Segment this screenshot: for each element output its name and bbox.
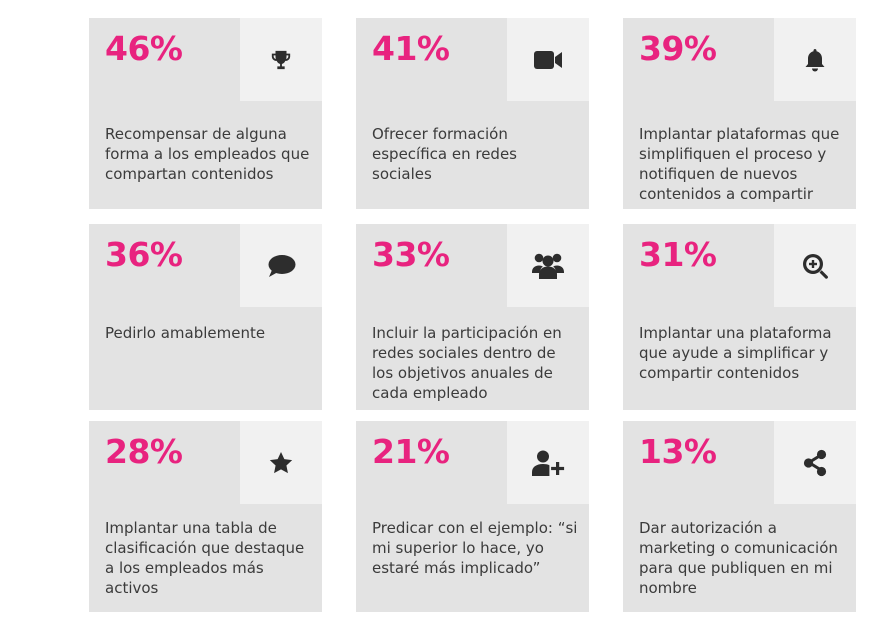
stat-description: Implantar una tabla de clasificación que… bbox=[105, 519, 305, 597]
stat-card-platforms: 39% Implantar plataformas que simplifiqu… bbox=[623, 18, 856, 209]
stat-percentage: 28% bbox=[105, 432, 183, 471]
icon-box bbox=[240, 18, 322, 101]
star-icon bbox=[269, 451, 293, 473]
icon-box bbox=[507, 18, 589, 101]
icon-box bbox=[240, 421, 322, 504]
stat-percentage: 46% bbox=[105, 29, 183, 68]
stat-card-training: 41% Ofrecer formación específica en rede… bbox=[356, 18, 589, 209]
stat-percentage: 39% bbox=[639, 29, 717, 68]
video-camera-icon bbox=[534, 50, 562, 69]
speech-bubble-icon bbox=[268, 254, 296, 277]
icon-box bbox=[774, 421, 856, 504]
stat-description: Implantar plataformas que simplifiquen e… bbox=[639, 125, 840, 203]
icon-box bbox=[774, 18, 856, 101]
stat-description: Recompensar de alguna forma a los emplea… bbox=[105, 125, 310, 183]
share-icon bbox=[803, 449, 827, 476]
stat-description: Pedirlo amablemente bbox=[105, 324, 266, 342]
stat-card-authorization: 13% Dar autorización a marketing o comun… bbox=[623, 421, 856, 612]
stat-card-simplify-platform: 31% Implantar una plataforma que ayude a… bbox=[623, 224, 856, 410]
stat-percentage: 41% bbox=[372, 29, 450, 68]
icon-box bbox=[240, 224, 322, 307]
stat-description: Predicar con el ejemplo: “si mi superior… bbox=[372, 519, 578, 577]
stat-percentage: 36% bbox=[105, 235, 183, 274]
zoom-in-icon bbox=[803, 253, 828, 279]
stat-card-ask-nicely: 36% Pedirlo amablemente bbox=[89, 224, 322, 410]
stat-description: Ofrecer formación específica en redes so… bbox=[372, 125, 517, 183]
group-users-icon bbox=[532, 253, 564, 279]
stat-card-rewards: 46% Recompensar de alguna forma a los em… bbox=[89, 18, 322, 209]
icon-box bbox=[774, 224, 856, 307]
add-user-icon bbox=[532, 450, 565, 476]
stat-card-lead-by-example: 21% Predicar con el ejemplo: “si mi supe… bbox=[356, 421, 589, 612]
stat-percentage: 31% bbox=[639, 235, 717, 274]
bell-icon bbox=[805, 48, 825, 71]
stat-card-annual-goals: 33% Incluir la participación en redes so… bbox=[356, 224, 589, 410]
icon-box bbox=[507, 224, 589, 307]
stat-percentage: 21% bbox=[372, 432, 450, 471]
stat-card-leaderboard: 28% Implantar una tabla de clasificación… bbox=[89, 421, 322, 612]
stat-description: Dar autorización a marketing o comunicac… bbox=[639, 519, 838, 597]
stat-percentage: 33% bbox=[372, 235, 450, 274]
icon-box bbox=[507, 421, 589, 504]
trophy-icon bbox=[271, 50, 291, 69]
stat-description: Implantar una plataforma que ayude a sim… bbox=[639, 324, 832, 382]
stat-description: Incluir la participación en redes social… bbox=[372, 324, 562, 402]
stat-percentage: 13% bbox=[639, 432, 717, 471]
